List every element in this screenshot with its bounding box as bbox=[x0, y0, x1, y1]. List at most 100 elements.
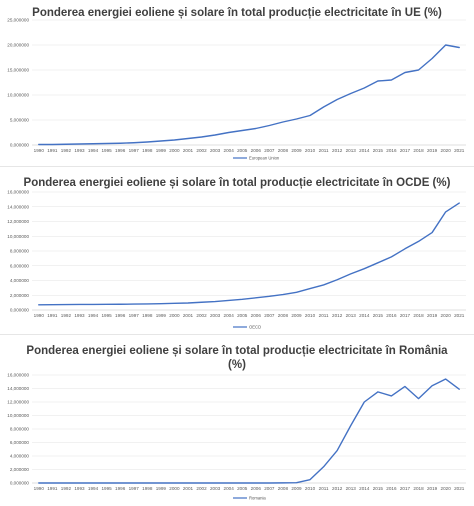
x-tick-label: 2002 bbox=[196, 486, 207, 491]
x-tick-label: 2012 bbox=[332, 313, 343, 318]
chart-panel-romania: Ponderea energiei eoliene și solare în t… bbox=[0, 335, 474, 506]
x-tick-label: 2006 bbox=[251, 148, 262, 153]
x-tick-label: 1993 bbox=[74, 486, 85, 491]
x-tick-label: 2010 bbox=[305, 486, 316, 491]
chart-eu: 0,000000 5,000000 10,000000 15,000000 20,000… bbox=[7, 18, 466, 161]
y-tick-label: 10,000000 bbox=[7, 413, 29, 418]
x-tick-label: 1990 bbox=[34, 148, 45, 153]
x-tick-label: 1994 bbox=[88, 148, 99, 153]
x-tick-label: 1996 bbox=[115, 148, 126, 153]
x-tick-label: 2007 bbox=[264, 148, 275, 153]
x-tick-label: 1994 bbox=[88, 313, 99, 318]
x-tick-label: 1992 bbox=[61, 148, 72, 153]
x-tick-label: 2019 bbox=[427, 313, 438, 318]
x-tick-label: 2004 bbox=[224, 486, 235, 491]
x-tick-label: 2021 bbox=[454, 313, 465, 318]
x-tick-label: 1993 bbox=[74, 313, 85, 318]
y-tick-label: 14,000000 bbox=[7, 204, 29, 209]
series-line bbox=[38, 202, 460, 306]
x-tick-label: 2010 bbox=[305, 148, 316, 153]
x-tick-label: 1995 bbox=[101, 486, 112, 491]
x-tick-label: 1994 bbox=[88, 486, 99, 491]
x-tick-label: 2011 bbox=[319, 148, 329, 153]
x-tick-label: 2018 bbox=[413, 486, 424, 491]
x-tick-label: 1996 bbox=[115, 313, 126, 318]
x-tick-label: 2005 bbox=[237, 486, 248, 491]
x-tick-label: 2011 bbox=[319, 486, 329, 491]
series-line bbox=[38, 44, 460, 146]
x-tick-label: 2012 bbox=[332, 486, 343, 491]
x-tick-label: 2020 bbox=[441, 313, 452, 318]
x-tick-label: 1991 bbox=[47, 313, 58, 318]
chart-title-eu: Ponderea energiei eoliene și solare în t… bbox=[32, 7, 442, 19]
y-tick-label: 0,000000 bbox=[10, 481, 30, 486]
x-tick-label: 2000 bbox=[169, 486, 180, 491]
y-tick-label: 6,000000 bbox=[10, 440, 30, 445]
x-tick-label: 2008 bbox=[278, 148, 289, 153]
x-tick-label: 1996 bbox=[115, 486, 126, 491]
panel-divider bbox=[0, 166, 474, 167]
chart-panel-eu: Ponderea energiei eoliene și solare în t… bbox=[0, 0, 474, 166]
x-tick-label: 1999 bbox=[156, 148, 167, 153]
x-tick-label: 2003 bbox=[210, 486, 221, 491]
y-tick-label: 20,000000 bbox=[7, 43, 29, 48]
x-tick-label: 2002 bbox=[196, 313, 207, 318]
x-tick-label: 2003 bbox=[210, 148, 221, 153]
x-tick-label: 1992 bbox=[61, 313, 72, 318]
x-tick-label: 2019 bbox=[427, 148, 438, 153]
y-tick-label: 2,000000 bbox=[10, 467, 30, 472]
x-tick-label: 2011 bbox=[319, 313, 329, 318]
legend-label: Romania bbox=[249, 496, 266, 501]
x-tick-label: 2018 bbox=[413, 313, 424, 318]
x-tick-label: 2005 bbox=[237, 148, 248, 153]
x-tick-label: 2017 bbox=[400, 486, 411, 491]
x-tick-label: 2010 bbox=[305, 313, 316, 318]
x-tick-label: 2021 bbox=[454, 486, 465, 491]
x-tick-label: 2004 bbox=[224, 313, 235, 318]
x-tick-label: 2001 bbox=[183, 313, 194, 318]
x-tick-label: 2000 bbox=[169, 148, 180, 153]
x-tick-label: 2016 bbox=[386, 313, 397, 318]
chart-romania: 0,000000 2,000000 4,000000 6,000000 8,000000… bbox=[7, 373, 466, 501]
x-tick-label: 2007 bbox=[264, 486, 275, 491]
x-tick-label: 1995 bbox=[101, 313, 112, 318]
x-tick-label: 2007 bbox=[264, 313, 275, 318]
x-tick-label: 2013 bbox=[346, 313, 357, 318]
x-tick-label: 2003 bbox=[210, 313, 221, 318]
y-tick-label: 10,000000 bbox=[7, 93, 29, 98]
y-tick-label: 4,000000 bbox=[10, 278, 30, 283]
x-tick-label: 2005 bbox=[237, 313, 248, 318]
x-tick-label: 2016 bbox=[386, 148, 397, 153]
x-tick-label: 2016 bbox=[386, 486, 397, 491]
y-tick-label: 16,000000 bbox=[7, 190, 29, 195]
x-tick-label: 2001 bbox=[183, 148, 194, 153]
x-tick-label: 2020 bbox=[441, 148, 452, 153]
x-tick-label: 1997 bbox=[129, 486, 140, 491]
y-tick-label: 25,000000 bbox=[7, 18, 29, 23]
x-tick-label: 1999 bbox=[156, 486, 167, 491]
y-tick-label: 8,000000 bbox=[10, 427, 30, 432]
y-tick-label: 8,000000 bbox=[10, 249, 30, 254]
x-tick-label: 2006 bbox=[251, 313, 262, 318]
x-tick-label: 2013 bbox=[346, 486, 357, 491]
x-tick-label: 2009 bbox=[291, 486, 302, 491]
x-tick-label: 2002 bbox=[196, 148, 207, 153]
x-tick-label: 2001 bbox=[183, 486, 194, 491]
x-tick-label: 1998 bbox=[142, 148, 153, 153]
legend-label: European Union bbox=[249, 156, 280, 161]
chart-oecd: 0,000000 2,000000 4,000000 6,000000 8,000000… bbox=[7, 190, 466, 330]
x-tick-label: 2019 bbox=[427, 486, 438, 491]
x-tick-label: 2014 bbox=[359, 313, 370, 318]
x-tick-label: 2014 bbox=[359, 148, 370, 153]
chart-title-romania-line2: (%) bbox=[228, 359, 246, 371]
x-tick-label: 1992 bbox=[61, 486, 72, 491]
x-tick-label: 2004 bbox=[224, 148, 235, 153]
x-tick-label: 1990 bbox=[34, 486, 45, 491]
chart-title-oecd: Ponderea energiei eoliene și solare în t… bbox=[23, 177, 451, 189]
y-tick-label: 12,000000 bbox=[7, 219, 29, 224]
x-tick-label: 2000 bbox=[169, 313, 180, 318]
x-tick-label: 2015 bbox=[373, 313, 384, 318]
y-tick-label: 12,000000 bbox=[7, 400, 29, 405]
y-tick-label: 15,000000 bbox=[7, 68, 29, 73]
y-tick-label: 16,000000 bbox=[7, 373, 29, 378]
